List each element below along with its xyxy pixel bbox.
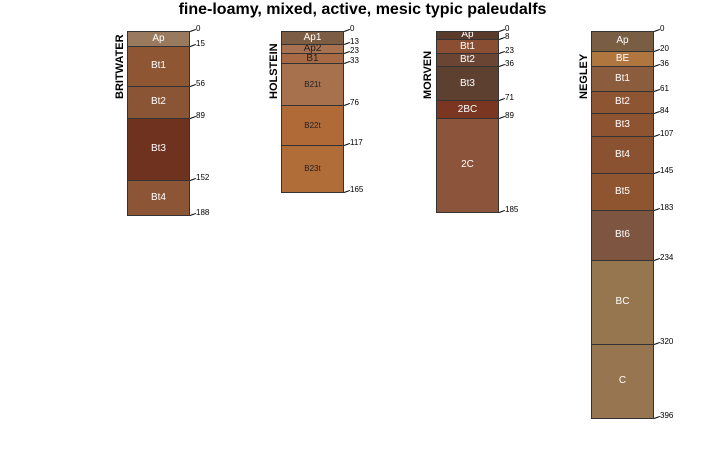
horizon-negley-bt3: Bt3 — [591, 113, 654, 137]
profile-name-morven: MORVEN — [422, 50, 434, 99]
depth-label: 396 — [660, 411, 674, 420]
horizon-morven-2c: 2C — [436, 117, 499, 213]
depth-label: 188 — [196, 207, 210, 217]
depth-label: 36 — [660, 59, 669, 69]
depth-label: 0 — [196, 24, 201, 33]
horizon-label: 2BC — [457, 103, 478, 115]
horizon-label: Bt6 — [614, 229, 630, 241]
depth-label: 33 — [350, 56, 359, 66]
chart-title: fine-loamy, mixed, active, mesic typic p… — [178, 1, 547, 18]
depth-label: 13 — [350, 36, 359, 46]
depth-label: 107 — [660, 128, 674, 138]
depth-label: 152 — [196, 172, 210, 182]
horizon-negley-bt4: Bt4 — [591, 135, 654, 174]
depth-label: 36 — [505, 59, 514, 69]
depth-label: 0 — [350, 24, 355, 33]
horizon-label: Bt3 — [459, 77, 475, 89]
depth-label: 117 — [350, 138, 363, 148]
horizon-morven-bt1: Bt1 — [436, 38, 499, 55]
horizon-label: Bt1 — [459, 40, 475, 52]
horizon-label: BE — [615, 52, 630, 64]
depth-label: 76 — [350, 98, 359, 108]
horizon-label: 2C — [461, 159, 474, 171]
horizon-negley-bt2: Bt2 — [591, 90, 654, 115]
horizon-label: Bt2 — [614, 96, 630, 108]
horizon-label: Ap1 — [303, 31, 322, 43]
horizon-label: Ap — [616, 35, 629, 47]
depth-label: 89 — [505, 110, 514, 120]
horizon-label: Bt4 — [150, 191, 166, 203]
profile-name-holstein: HOLSTEIN — [268, 43, 280, 99]
horizon-label: Bt1 — [150, 60, 166, 72]
horizon-britwater-bt3: Bt3 — [127, 117, 190, 181]
depth-label: 185 — [505, 204, 519, 214]
horizon-label: C — [618, 375, 627, 387]
depth-label: 183 — [660, 202, 674, 212]
horizon-britwater-ap: Ap — [127, 31, 190, 47]
horizon-label: Bt3 — [150, 143, 166, 155]
horizon-label: Bt3 — [614, 118, 630, 130]
depth-label: 84 — [660, 106, 669, 116]
depth-label: 0 — [505, 24, 510, 33]
depth-label: 20 — [660, 43, 669, 53]
horizon-morven-bt3: Bt3 — [436, 66, 499, 102]
horizon-label: Ap — [152, 32, 165, 44]
horizon-label: B21t — [304, 79, 321, 89]
depth-label: 145 — [660, 165, 674, 175]
depth-label: 15 — [196, 38, 205, 48]
horizon-label: Bt4 — [614, 148, 630, 160]
profile-name-britwater: BRITWATER — [114, 34, 126, 99]
horizon-label: B22t — [304, 120, 321, 130]
depth-label: 71 — [505, 93, 514, 103]
horizon-label: Ap2 — [303, 43, 322, 55]
horizon-negley-ap: Ap — [591, 31, 654, 52]
horizon-negley-be: BE — [591, 50, 654, 68]
horizon-label: Bt2 — [150, 96, 166, 108]
horizon-holstein-b21t: B21t — [281, 63, 344, 107]
horizon-negley-bt5: Bt5 — [591, 172, 654, 211]
horizon-negley-bc: BC — [591, 259, 654, 345]
horizon-negley-c: C — [591, 343, 654, 419]
depth-label: 23 — [505, 46, 514, 56]
horizon-morven-2bc: 2BC — [436, 100, 499, 119]
horizon-label: Bt5 — [614, 185, 630, 197]
horizon-britwater-bt2: Bt2 — [127, 85, 190, 119]
depth-label: 89 — [196, 110, 205, 120]
horizon-label: B1 — [306, 53, 319, 64]
horizon-label: B23t — [304, 164, 321, 174]
depth-label: 320 — [660, 336, 674, 346]
horizon-holstein-b23t: B23t — [281, 145, 344, 194]
horizon-holstein-b22t: B22t — [281, 105, 344, 147]
horizon-label: BC — [615, 296, 630, 308]
profile-name-negley: NEGLEY — [578, 53, 590, 99]
depth-label: 234 — [660, 252, 674, 262]
horizon-britwater-bt4: Bt4 — [127, 179, 190, 216]
depth-label: 56 — [196, 78, 205, 88]
horizon-label: Bt1 — [614, 72, 630, 84]
horizon-label: Bt2 — [459, 54, 475, 66]
depth-label: 8 — [505, 31, 510, 41]
horizon-negley-bt1: Bt1 — [591, 66, 654, 92]
horizon-negley-bt6: Bt6 — [591, 209, 654, 261]
depth-label: 23 — [350, 46, 359, 56]
horizon-holstein-ap1: Ap1 — [281, 31, 344, 45]
horizon-label: Ap — [461, 31, 474, 40]
depth-label: 165 — [350, 185, 364, 195]
horizon-morven-bt2: Bt2 — [436, 53, 499, 68]
depth-label: 0 — [660, 24, 665, 33]
horizon-britwater-bt1: Bt1 — [127, 45, 190, 87]
depth-label: 61 — [660, 83, 669, 93]
